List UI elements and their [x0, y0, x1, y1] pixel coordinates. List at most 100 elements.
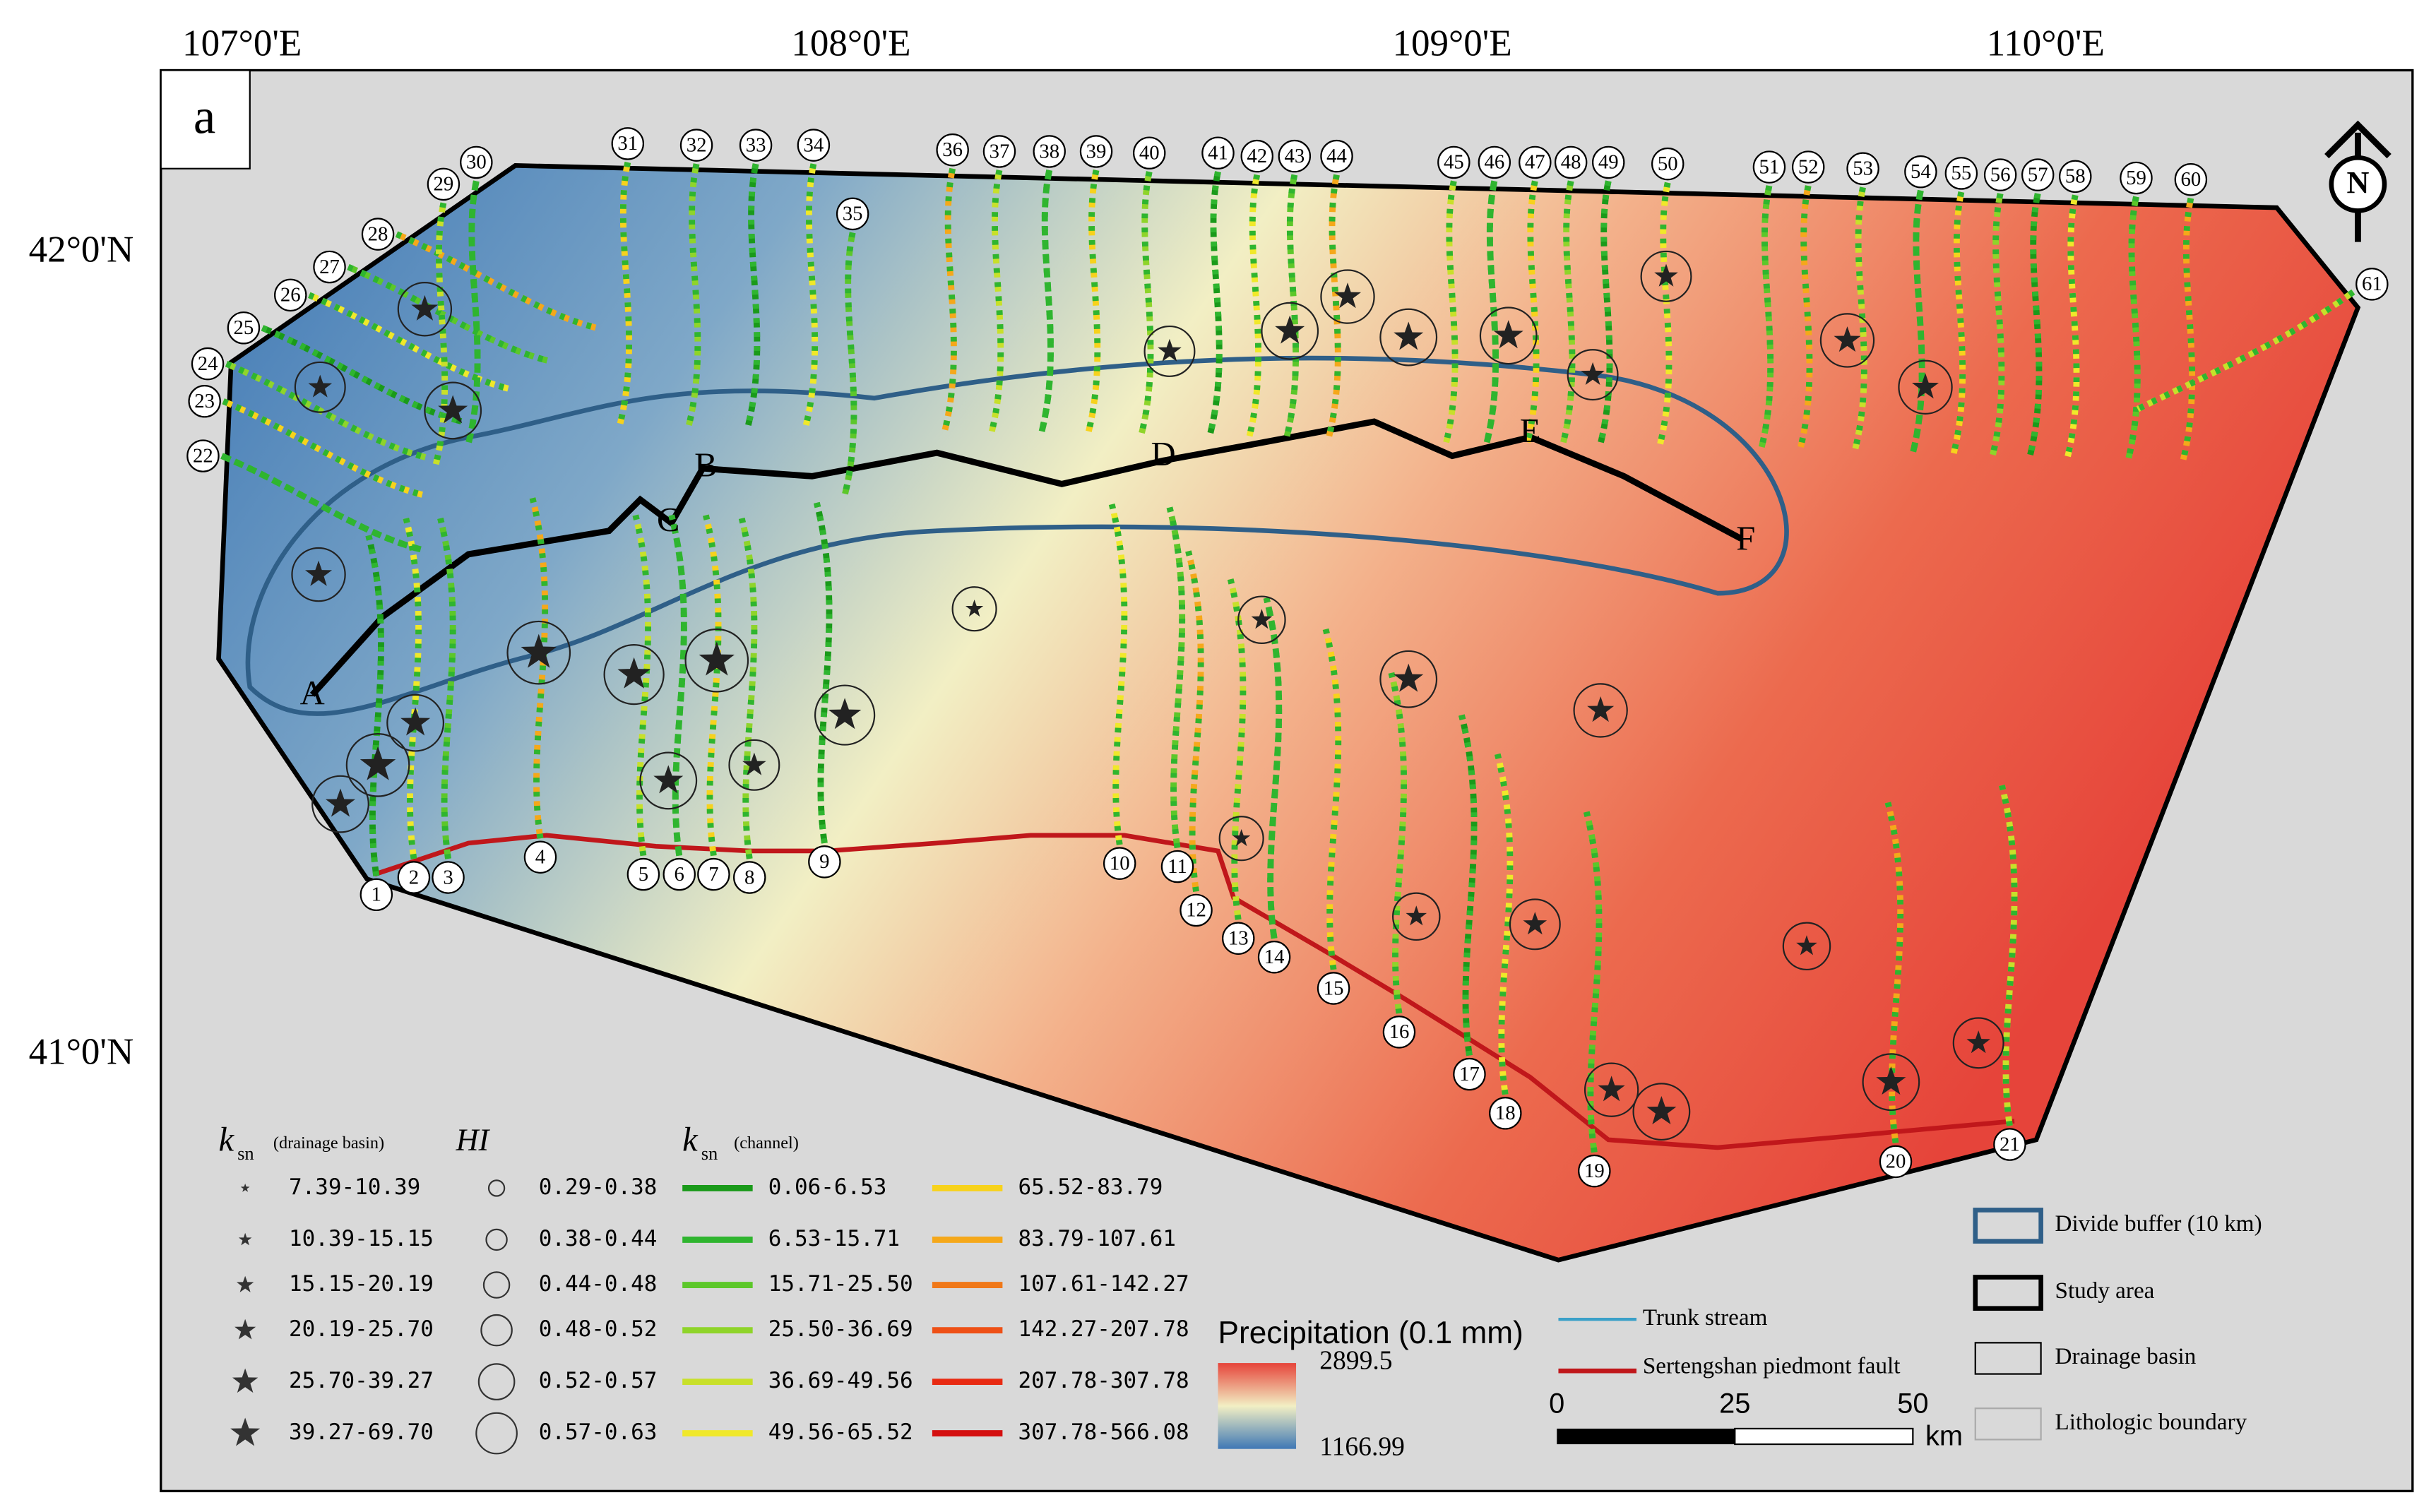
legend-star	[236, 1275, 254, 1292]
basin-number-circle	[1489, 1097, 1522, 1130]
hi-circle	[1509, 898, 1561, 951]
basin-number-circle	[1317, 972, 1350, 1005]
ksn-star	[1876, 1066, 1906, 1095]
stream-overlay	[703, 514, 722, 857]
hi-circle	[424, 381, 482, 440]
basin-number-circle	[1791, 150, 1825, 184]
stream-overlay	[308, 292, 510, 392]
ksn-star	[966, 599, 984, 617]
basin-number-circle	[188, 384, 221, 418]
stream-overlay	[1523, 180, 1540, 444]
stream-overlay	[1597, 180, 1613, 444]
basin-number: 55	[1951, 162, 1972, 184]
ksn-star	[411, 294, 439, 321]
basin-number-circle	[1160, 850, 1194, 883]
legend-class: 0.44-0.48	[539, 1271, 658, 1297]
basin-number-circle	[1904, 155, 1937, 189]
legend-class: 0.57-0.63	[539, 1419, 658, 1445]
stream-overlay	[685, 163, 701, 427]
hi-circle	[639, 751, 698, 810]
legend-class: 25.70-39.27	[289, 1368, 434, 1393]
basin-number: 13	[1228, 927, 1249, 950]
stream-overlay	[2180, 197, 2196, 462]
stream-overlay	[941, 167, 957, 432]
hi-circle	[814, 684, 876, 746]
basin-number: 46	[1484, 151, 1504, 174]
stream-overlay	[1185, 550, 1204, 893]
ksn-star	[742, 752, 766, 775]
basin-number-circle	[1944, 157, 1978, 190]
basin-number-circle	[1651, 147, 1685, 181]
legend-class: 20.19-25.70	[289, 1316, 434, 1342]
stream-overlay	[2064, 194, 2080, 458]
legend-class: 25.50-36.69	[768, 1316, 913, 1342]
hi-circle	[1392, 892, 1441, 941]
hi-circle	[311, 775, 369, 833]
basin-number-circle	[679, 129, 713, 162]
stream-overlay	[1227, 578, 1247, 920]
basin-number: 16	[1389, 1020, 1410, 1043]
basin-number: 26	[280, 284, 301, 306]
stream-overlay	[1263, 597, 1283, 939]
stream-overlay	[1322, 628, 1342, 970]
basin-number: 31	[617, 132, 638, 155]
stream-overlay	[1388, 672, 1408, 1014]
basin-number-circle	[808, 845, 841, 879]
stream-overlay	[1559, 180, 1576, 444]
longitude-label: 107°0'E	[182, 23, 302, 64]
panel-label: a	[194, 90, 215, 145]
basin-number: 10	[1110, 852, 1130, 874]
stream-overlay	[395, 231, 598, 331]
ksn-star	[1232, 828, 1251, 847]
longitude-label: 108°0'E	[791, 23, 910, 64]
basin-number: 52	[1798, 155, 1819, 178]
ksn-star	[1394, 663, 1424, 692]
ksn-star	[1912, 373, 1939, 399]
legend-class: 36.69-49.56	[768, 1368, 913, 1393]
stream-overlay	[668, 514, 687, 857]
ksn-star	[1654, 263, 1678, 287]
precipitation-max: 2899.5	[1319, 1347, 1392, 1376]
hi-circle	[1261, 302, 1319, 360]
ksn-star	[1394, 321, 1424, 350]
stream-overlay	[1108, 504, 1128, 845]
basin-number-circle	[1983, 158, 2017, 191]
legend-class: 0.48-0.52	[539, 1316, 658, 1342]
basin-number-circle	[1846, 152, 1879, 185]
basin-number-circle	[523, 840, 557, 874]
basin-number-circle	[626, 857, 660, 891]
legend-box	[1974, 1342, 2042, 1375]
piedmont-fault	[374, 833, 2015, 1150]
basin-number-circle	[427, 167, 461, 201]
latitude-label: 42°0'N	[29, 229, 134, 270]
legend-class: 207.78-307.78	[1018, 1368, 1189, 1393]
legend-star	[232, 1368, 259, 1393]
basin-number: 35	[843, 203, 863, 225]
study-area	[216, 163, 2361, 1263]
stream-overlay	[738, 517, 758, 859]
precipitation-title: Precipitation (0.1 mm)	[1218, 1316, 1523, 1350]
stream-overlay	[1166, 506, 1186, 849]
basin-number: 38	[1039, 140, 1059, 162]
basin-number-circle	[797, 129, 831, 162]
legend-box	[1973, 1275, 2043, 1311]
ksn-star	[1598, 1076, 1625, 1102]
stream-overlay	[1656, 181, 1672, 446]
stream-overlay	[814, 501, 833, 844]
basin-number-circle	[432, 861, 465, 894]
ksn-star	[1966, 1030, 1990, 1054]
ksn-star	[400, 707, 431, 736]
ksn-star	[1587, 696, 1615, 722]
legend-class: 0.29-0.38	[539, 1174, 658, 1200]
stream-overlay	[365, 535, 384, 876]
basin-number-circle	[836, 197, 869, 231]
basin-number: 51	[1759, 155, 1780, 178]
north-arrow-circle	[2329, 155, 2387, 213]
basin-number-circle	[313, 250, 346, 284]
basin-number-circle	[2021, 158, 2055, 191]
legend-circle	[485, 1228, 508, 1251]
stream-overlay	[437, 517, 456, 859]
basin-number-circle	[186, 439, 220, 472]
basin-number-circle	[1592, 145, 1625, 179]
basin-number: 3	[443, 866, 453, 888]
